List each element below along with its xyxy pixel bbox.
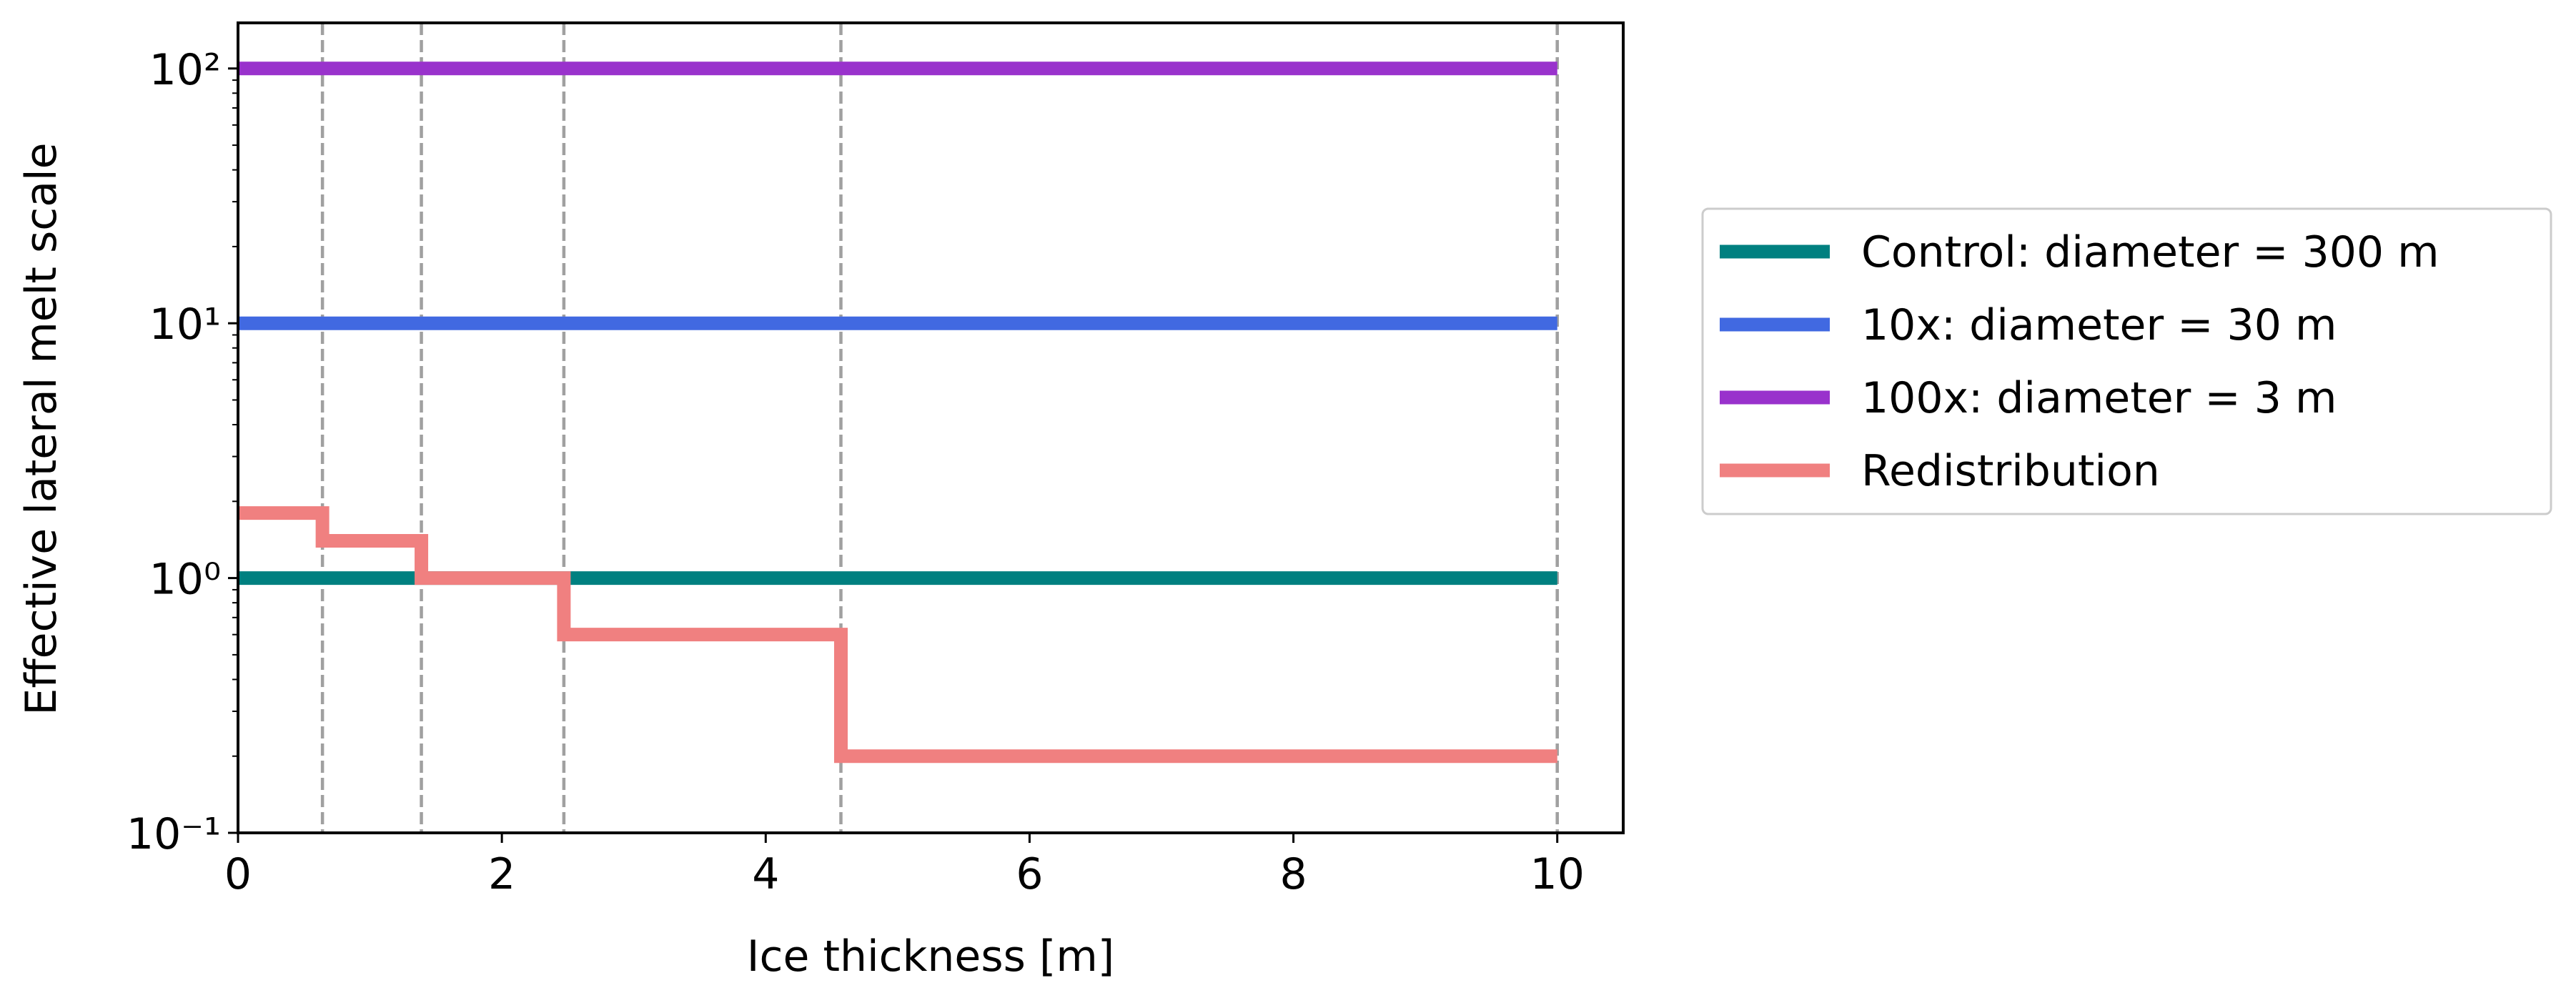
y-tick-label: 10⁰ [149, 555, 221, 605]
x-tick-label: 6 [1016, 849, 1043, 899]
x-axis-label: Ice thickness [m] [747, 932, 1114, 982]
x-tick-label: 4 [752, 849, 779, 899]
series-line [238, 506, 1557, 764]
y-tick-label: 10⁻¹ [127, 809, 221, 859]
y-axis-label: Effective lateral melt scale [16, 142, 66, 715]
x-tick-label: 10 [1530, 849, 1585, 899]
x-tick-label: 8 [1279, 849, 1307, 899]
x-tick-label: 0 [224, 849, 252, 899]
x-tick-label: 2 [488, 849, 515, 899]
legend-label: 10x: diameter = 30 m [1861, 300, 2337, 350]
y-tick-label: 10² [149, 45, 221, 95]
plot-frame [237, 21, 1625, 834]
legend-label: Redistribution [1861, 446, 2160, 496]
legend-box [1701, 207, 2552, 515]
legend-label: 100x: diameter = 3 m [1861, 373, 2337, 423]
legend-label: Control: diameter = 300 m [1861, 227, 2439, 277]
y-tick-label: 10¹ [149, 300, 221, 350]
